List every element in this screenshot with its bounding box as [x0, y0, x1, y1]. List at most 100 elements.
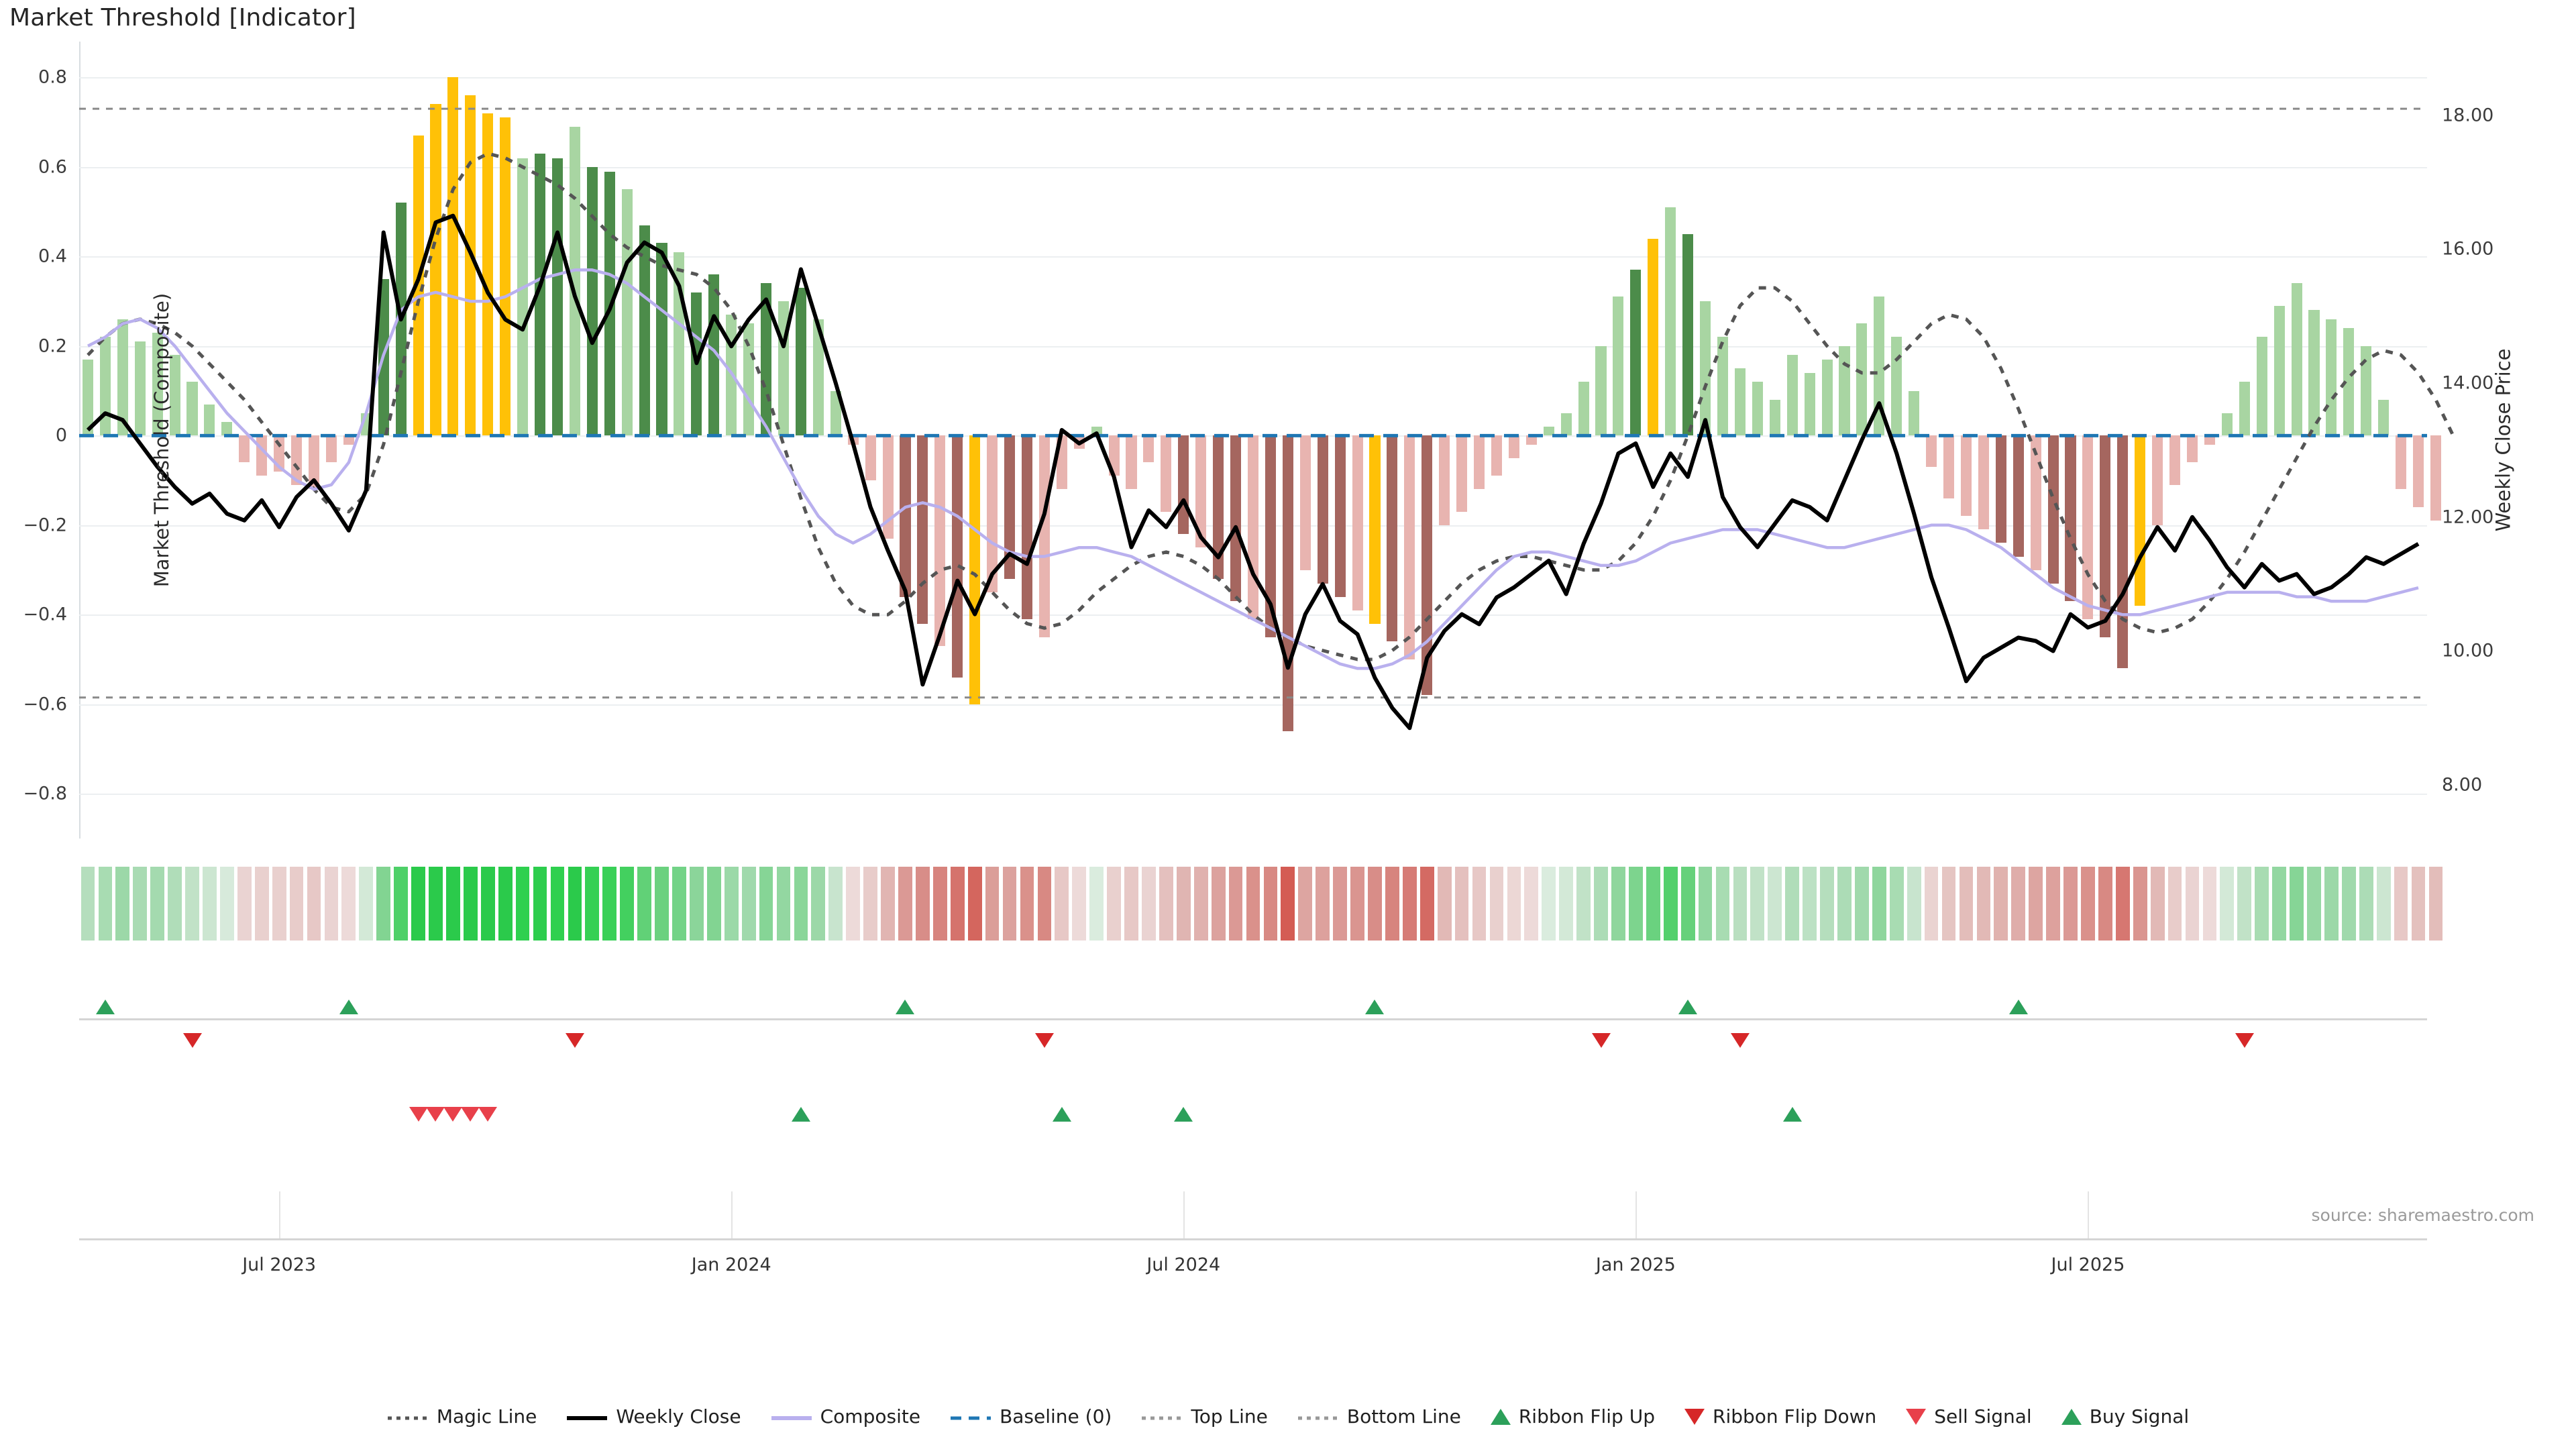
legend-item[interactable]: Baseline (0): [950, 1405, 1112, 1428]
threshold-bar: [1995, 435, 2006, 543]
sell-signal-marker: [409, 1107, 428, 1122]
threshold-bar: [2186, 435, 2198, 463]
ribbon-cell: [932, 867, 947, 941]
threshold-bar: [169, 355, 180, 436]
ribbon-cell: [1837, 867, 1851, 941]
threshold-bar: [1369, 435, 1381, 624]
ribbon-cell: [1594, 867, 1608, 941]
threshold-bar: [1839, 345, 1850, 436]
y-axis-tick-right: 16.00: [2442, 238, 2494, 260]
threshold-bar: [1404, 435, 1415, 660]
gridline: [79, 345, 2427, 347]
ribbon-cell: [916, 867, 930, 941]
threshold-bar: [517, 158, 529, 436]
ribbon-flip-up-marker: [339, 1000, 358, 1014]
ribbon-cell: [1142, 867, 1156, 941]
ribbon-cell: [168, 867, 182, 941]
y-axis-tick-left: −0.8: [23, 783, 67, 804]
ribbon-cell: [985, 867, 1000, 941]
ribbon-cell: [706, 867, 721, 941]
threshold-bar: [2256, 337, 2267, 436]
threshold-bar: [1613, 297, 1624, 436]
gridline: [79, 166, 2427, 168]
threshold-bar: [2291, 283, 2302, 436]
legend-item[interactable]: Weekly Close: [566, 1405, 741, 1428]
threshold-bar: [1387, 435, 1398, 642]
solid-line-icon: [771, 1405, 812, 1428]
threshold-bar: [952, 435, 963, 678]
ribbon-cell: [1559, 867, 1574, 941]
x-axis-tick-label: Jul 2024: [1146, 1254, 1221, 1275]
solid-line-icon: [566, 1405, 608, 1428]
ribbon-cell: [2394, 867, 2408, 941]
threshold-bar: [987, 435, 998, 592]
ribbon-cell: [1454, 867, 1469, 941]
threshold-bar: [99, 337, 111, 436]
weekly-close-series: [86, 213, 2420, 731]
legend-item[interactable]: Ribbon Flip Up: [1490, 1405, 1655, 1428]
threshold-bar: [204, 404, 215, 436]
threshold-bar: [2396, 435, 2407, 490]
y-axis-tick-left: 0.6: [38, 156, 67, 178]
legend-label: Composite: [820, 1405, 921, 1428]
gridline: [79, 256, 2427, 258]
threshold-bar: [1161, 435, 1172, 512]
ribbon-cell: [950, 867, 965, 941]
ribbon-cell: [1576, 867, 1591, 941]
y-axis-tick-left: −0.2: [23, 515, 67, 536]
legend-item[interactable]: Bottom Line: [1297, 1405, 1461, 1428]
ribbon-cell: [2376, 867, 2391, 941]
ribbon-cell: [411, 867, 425, 941]
triangle-up-icon: [1490, 1408, 1511, 1425]
ribbon-cell: [150, 867, 165, 941]
threshold-bar: [2082, 435, 2094, 619]
threshold-bar: [2065, 435, 2076, 602]
composite-series: [87, 268, 2419, 670]
ribbon-cell: [967, 867, 982, 941]
legend-item[interactable]: Magic Line: [387, 1405, 537, 1428]
threshold-bar: [2308, 310, 2320, 436]
threshold-bar: [830, 390, 841, 436]
threshold-bar: [2047, 435, 2059, 584]
ribbon-cell: [1211, 867, 1226, 941]
threshold-bar: [1126, 435, 1137, 490]
ribbon-cell: [1715, 867, 1730, 941]
ribbon-flip-up-marker: [2008, 1000, 2028, 1014]
ribbon-cell: [376, 867, 391, 941]
triangle-down-icon: [1684, 1408, 1705, 1425]
magic-line-series: [87, 152, 2455, 661]
threshold-bar: [1508, 435, 1519, 458]
legend-item[interactable]: Top Line: [1141, 1405, 1268, 1428]
ribbon-cell: [1193, 867, 1208, 941]
threshold-bar: [343, 435, 354, 445]
ribbon-cell: [2063, 867, 2078, 941]
threshold-bar: [1021, 435, 1032, 619]
ribbon-cell: [394, 867, 408, 941]
threshold-bar: [117, 319, 128, 436]
ribbon-cell: [1820, 867, 1834, 941]
ribbon-cell: [1107, 867, 1121, 941]
x-axis-tick-mark: [1635, 1191, 1638, 1238]
ribbon-cell: [602, 867, 617, 941]
legend-item[interactable]: Sell Signal: [1906, 1405, 2032, 1428]
threshold-bar: [1978, 435, 1989, 530]
ribbon-cell: [637, 867, 651, 941]
threshold-bars: [79, 42, 2441, 839]
legend-item[interactable]: Composite: [771, 1405, 920, 1428]
ribbon-cell: [690, 867, 704, 941]
legend-item[interactable]: Buy Signal: [2061, 1405, 2189, 1428]
threshold-bar: [1143, 435, 1155, 463]
ribbon-cell: [115, 867, 130, 941]
sell-signal-marker: [443, 1107, 463, 1122]
triangle-up-icon: [2061, 1408, 2082, 1425]
dotted-line-icon: [387, 1405, 429, 1428]
ribbon-cell: [1872, 867, 1886, 941]
ribbon-cell: [794, 867, 808, 941]
legend-item[interactable]: Ribbon Flip Down: [1684, 1405, 1876, 1428]
threshold-bar: [308, 435, 320, 490]
threshold-bar: [1960, 435, 1972, 517]
threshold-bar: [413, 136, 424, 436]
threshold-bar: [1943, 435, 1955, 498]
legend-label: Weekly Close: [616, 1405, 741, 1428]
threshold-bar: [221, 422, 233, 436]
